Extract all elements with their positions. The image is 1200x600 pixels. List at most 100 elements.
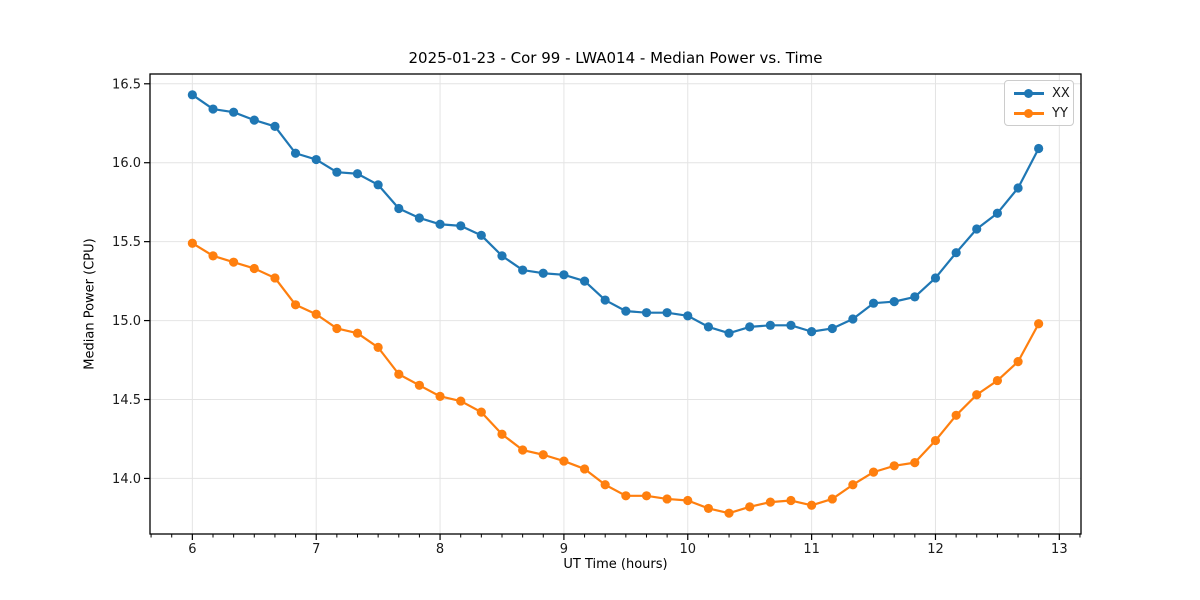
y-tick-label: 14.5 [112,393,141,408]
data-point-yy [290,300,301,310]
legend-line-sample-xx [1014,88,1044,98]
data-point-xx [724,328,734,338]
x-axis-label: UT Time (hours) [563,557,668,572]
legend-label-xx: XX [1052,85,1070,101]
legend-item-yy: YY [1005,103,1073,123]
data-point-yy [208,251,218,261]
data-point-xx [641,308,652,318]
data-point-yy [435,391,445,401]
data-point-xx [848,314,858,324]
data-point-yy [518,445,528,455]
data-point-xx [270,121,280,132]
legend-marker-yy [1024,108,1033,118]
data-point-xx [476,230,486,240]
series-line-yy [191,242,1040,515]
data-point-xx [786,320,796,330]
data-point-xx [229,107,239,117]
x-tick-label: 12 [927,542,944,557]
data-point-yy [724,508,734,518]
data-point-xx [538,268,548,278]
legend-line-sample-yy [1014,108,1044,118]
y-tick-label: 16.5 [112,77,141,92]
y-tick-label: 16.0 [112,156,141,171]
x-tick-label: 10 [679,542,696,557]
data-point-yy [703,503,714,514]
data-point-yy [270,273,280,283]
legend-item-xx: XX [1005,83,1073,103]
data-point-xx [703,322,714,332]
data-point-xx [518,265,528,275]
data-point-xx [1034,143,1044,154]
y-tick-label: 15.5 [112,235,141,250]
data-point-yy [352,328,363,338]
data-point-xx [992,208,1002,218]
data-point-xx [951,248,961,258]
data-point-yy [311,309,321,319]
y-axis-label: Median Power (CPU) [82,238,98,370]
data-point-xx [662,308,672,318]
data-point-xx [208,104,218,114]
data-point-xx [373,180,383,190]
legend-label-yy: YY [1052,105,1068,121]
data-point-yy [765,497,775,507]
data-point-xx [414,213,424,223]
chart-title: 2025-01-23 - Cor 99 - LWA014 - Median Po… [408,49,823,67]
axes-frame [149,73,1082,535]
data-point-xx [249,115,259,125]
data-point-yy [972,390,982,400]
data-point-yy [868,467,879,477]
x-tick-label: 7 [312,542,320,557]
x-tick-label: 9 [560,542,568,557]
data-point-yy [414,380,424,390]
data-point-yy [538,450,548,460]
data-point-yy [745,502,755,512]
data-point-yy [807,500,817,510]
data-point-xx [827,323,837,334]
data-point-yy [476,407,486,417]
data-point-xx [745,322,755,332]
data-point-xx [930,273,941,283]
data-point-yy [951,410,961,420]
data-point-yy [394,369,404,379]
data-point-yy [1013,357,1023,367]
x-tick-label: 6 [188,542,196,557]
y-tick-label: 14.0 [112,472,141,487]
data-point-xx [621,306,631,316]
data-point-yy [992,375,1002,386]
data-point-xx [352,169,363,179]
data-point-xx [868,298,879,308]
data-point-xx [311,154,321,165]
data-point-xx [600,295,610,305]
data-point-xx [683,311,693,321]
data-point-xx [559,270,569,280]
data-point-yy [889,461,899,471]
data-point-yy [1034,319,1044,329]
data-point-xx [290,148,301,158]
data-point-yy [910,458,920,468]
data-point-xx [435,219,445,229]
legend: XX YY [1004,80,1074,126]
x-tick-label: 8 [436,542,444,557]
data-point-xx [765,320,775,330]
data-point-yy [332,323,342,334]
data-point-xx [497,251,507,261]
data-point-xx [910,292,920,302]
data-point-yy [786,495,796,506]
data-point-yy [683,495,693,506]
data-point-xx [972,224,982,234]
data-point-yy [662,494,672,504]
legend-marker-xx [1024,88,1033,98]
data-point-yy [229,257,239,267]
data-point-yy [249,263,259,274]
data-point-yy [930,435,941,446]
data-point-yy [187,238,197,248]
data-point-yy [497,429,507,439]
data-point-xx [807,327,817,337]
data-point-xx [1013,183,1023,193]
data-point-yy [559,456,569,466]
data-point-yy [456,396,466,406]
x-tick-label: 13 [1051,542,1068,557]
data-point-xx [456,221,466,231]
